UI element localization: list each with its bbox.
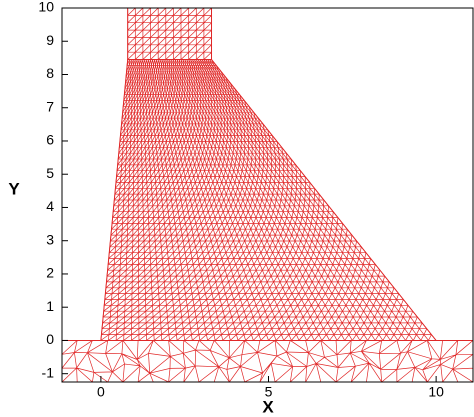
region-outline [127, 8, 213, 61]
x-tick-label: 10 [428, 384, 444, 400]
y-tick-label: 7 [46, 98, 54, 114]
y-tick-label: 10 [38, 0, 54, 15]
y-tick-label: 0 [46, 331, 54, 347]
y-tick-label: -1 [42, 364, 55, 380]
y-tick-label: 3 [46, 231, 54, 247]
mesh-lines [100, 59, 437, 341]
y-tick-label: 1 [46, 298, 54, 314]
y-tick-label: 8 [46, 65, 54, 81]
x-tick-label: 5 [265, 384, 273, 400]
y-tick-label: 5 [46, 165, 54, 181]
y-tick-label: 2 [46, 265, 54, 281]
mesh-lines [127, 8, 212, 60]
plot-frame [61, 7, 474, 383]
y-tick-label: 6 [46, 132, 54, 148]
x-tick-label: 0 [97, 384, 105, 400]
mesh-lines [62, 340, 473, 382]
x-axis-label: X [262, 397, 274, 416]
mesh-layer [62, 8, 473, 382]
y-axis-label: Y [8, 179, 20, 198]
y-tick-label: 4 [46, 198, 54, 214]
y-tick-label: 9 [46, 32, 54, 48]
